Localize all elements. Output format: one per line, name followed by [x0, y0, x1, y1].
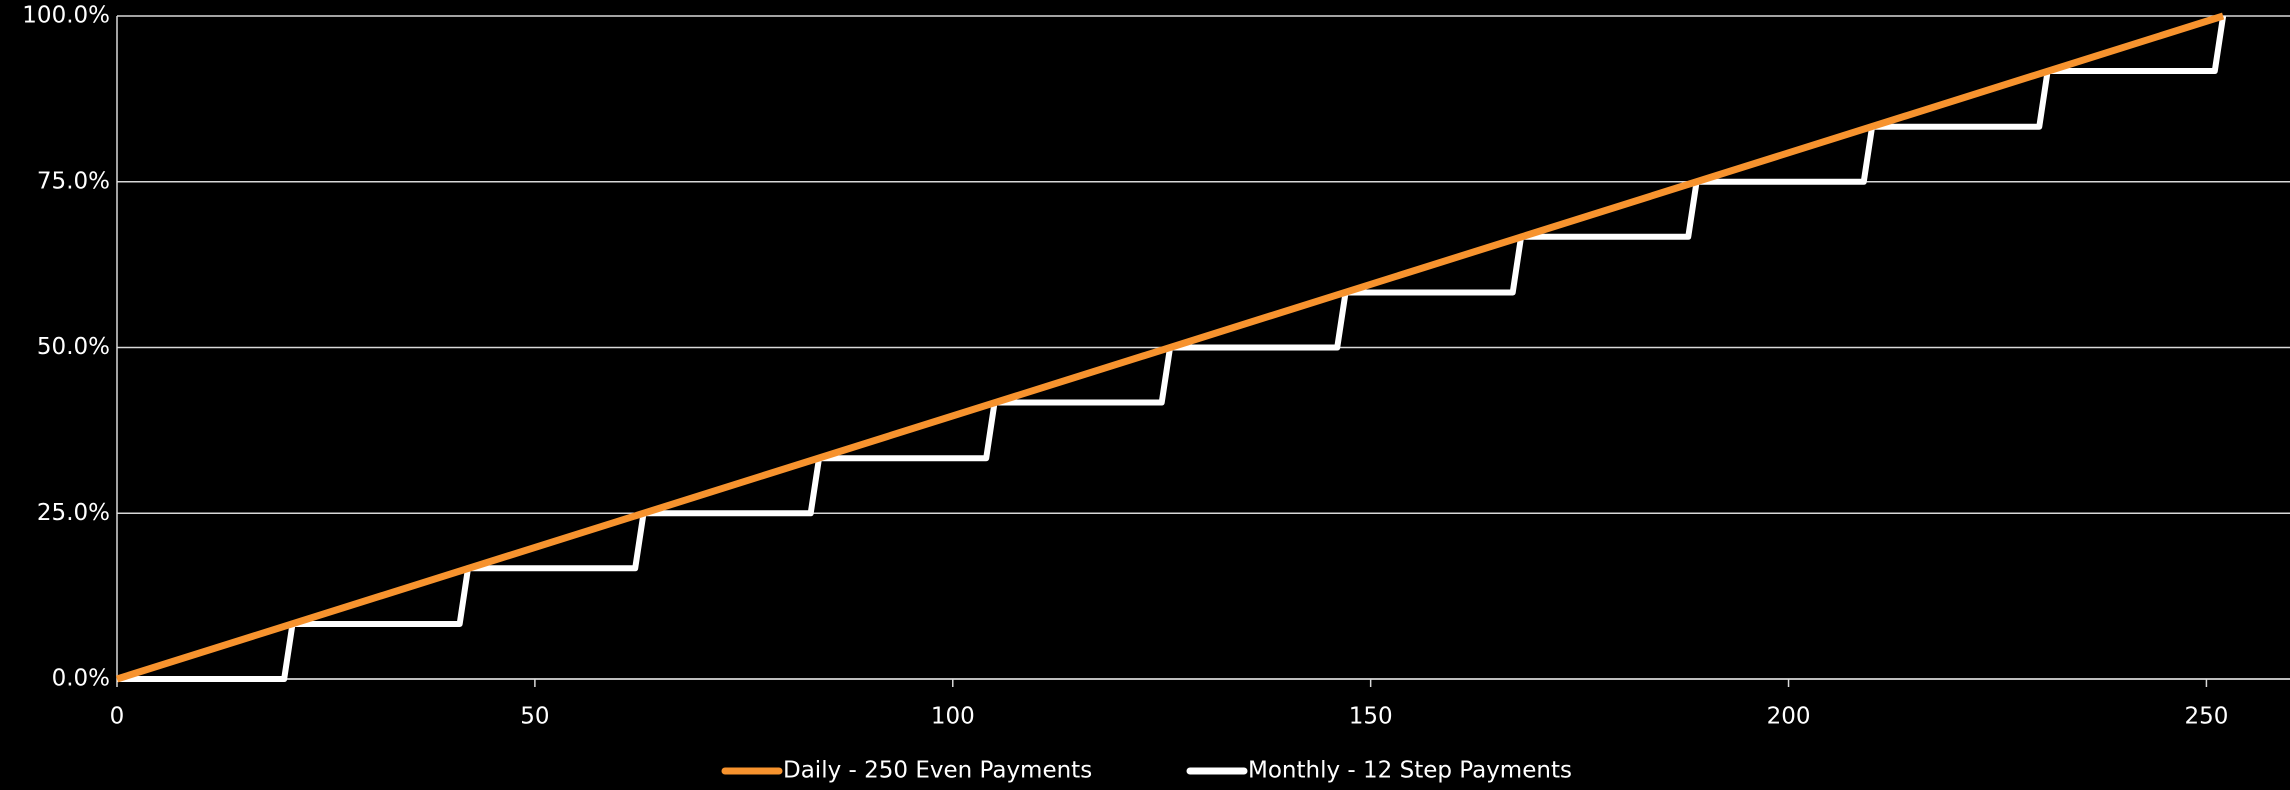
x-tick-label: 0 — [110, 704, 125, 730]
x-tick-label: 250 — [2184, 704, 2228, 730]
legend-label: Daily - 250 Even Payments — [783, 758, 1092, 784]
x-tick-label: 200 — [1767, 704, 1811, 730]
y-tick-label: 50.0% — [37, 334, 110, 360]
series-line — [115, 12, 2225, 683]
y-tick-label: 0.0% — [52, 666, 110, 692]
x-tick-label: 50 — [520, 704, 549, 730]
y-tick-label: 75.0% — [37, 168, 110, 194]
x-tick-label: 100 — [931, 704, 975, 730]
x-tick-label: 150 — [1349, 704, 1393, 730]
legend-label: Monthly - 12 Step Payments — [1248, 758, 1572, 784]
y-tick-label: 100.0% — [22, 3, 110, 29]
y-tick-label: 25.0% — [37, 500, 110, 526]
